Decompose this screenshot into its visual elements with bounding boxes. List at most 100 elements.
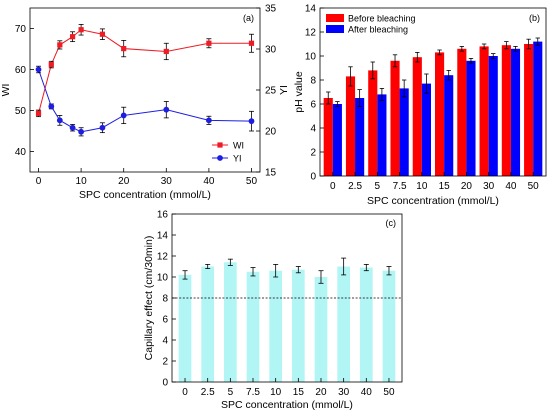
data-point-wi bbox=[248, 40, 255, 46]
bar-after bbox=[533, 41, 543, 176]
bar-capillary bbox=[178, 274, 192, 382]
y-axis-label-c: Capillary effect (cm/30min) bbox=[143, 236, 155, 361]
bar-capillary bbox=[201, 266, 215, 382]
y-tick-label-c: 10 bbox=[157, 273, 169, 284]
plot-frame-c bbox=[171, 213, 403, 383]
legend-label-after: After bleaching bbox=[348, 25, 408, 35]
x-tick-label-c: 10 bbox=[270, 387, 282, 398]
data-point-wi bbox=[163, 48, 169, 55]
data-point-wi bbox=[69, 34, 76, 40]
bar-after bbox=[466, 60, 476, 176]
data-point-wi bbox=[121, 45, 127, 52]
x-tick-label-b: 10 bbox=[416, 181, 428, 192]
x-tick-label-c: 5 bbox=[228, 387, 234, 398]
y-axis-label-b: pH value bbox=[293, 71, 305, 113]
x-tick-label-b: 15 bbox=[439, 181, 451, 192]
data-point-yi bbox=[205, 117, 212, 124]
bar-after bbox=[421, 83, 431, 176]
bar-before bbox=[457, 48, 467, 176]
data-point-wi bbox=[99, 31, 106, 37]
data-point-wi bbox=[206, 40, 212, 46]
data-point-yi bbox=[120, 112, 127, 119]
bar-capillary bbox=[314, 277, 328, 382]
y-tick-label-c: 2 bbox=[162, 357, 168, 368]
y-tick-label-left-a: 50 bbox=[15, 106, 27, 117]
y-tick-label-b: 6 bbox=[310, 100, 316, 111]
data-point-wi bbox=[48, 61, 54, 68]
bar-capillary bbox=[382, 270, 396, 382]
x-tick-label-b: 7.5 bbox=[393, 181, 407, 192]
bar-before bbox=[345, 76, 356, 176]
y-tick-label-right-a: 15 bbox=[265, 168, 277, 179]
bar-capillary bbox=[337, 266, 350, 382]
panel-c: 0 2 4 6 8 10 12 14 16 0 2.5 5 7.5 10 15 20 30 40 50 (c) SP… bbox=[143, 210, 403, 411]
x-axis-label-a: SPC concentration (mmol/L) bbox=[79, 189, 211, 201]
x-tick-label-a: 20 bbox=[118, 176, 130, 187]
plot-frame-b bbox=[319, 7, 547, 177]
x-tick-label-b: 0 bbox=[330, 181, 336, 192]
bar-capillary bbox=[224, 262, 237, 382]
data-point-wi bbox=[35, 110, 42, 116]
bar-before bbox=[368, 70, 378, 176]
y-tick-label-c: 6 bbox=[162, 315, 168, 326]
y-tick-label-b: 14 bbox=[305, 4, 317, 15]
legend-swatch-after bbox=[326, 25, 344, 33]
y-tick-label-c: 8 bbox=[162, 294, 168, 305]
y-tick-label-left-a: 70 bbox=[15, 24, 27, 35]
y-tick-label-b: 0 bbox=[310, 172, 316, 183]
bar-after bbox=[332, 104, 342, 176]
y-tick-label-right-a: 20 bbox=[265, 127, 277, 138]
x-tick-label-b: 50 bbox=[528, 181, 540, 192]
data-point-yi bbox=[99, 124, 106, 131]
panel-label-a: (a) bbox=[243, 13, 254, 23]
legend-label-wi: WI bbox=[233, 141, 244, 151]
x-tick-label-b: 40 bbox=[505, 181, 517, 192]
panel-a: 0 10 20 30 40 50 40 50 60 70 15 20 25 30 35 (a) SPC co… bbox=[0, 4, 290, 202]
y-tick-label-c: 4 bbox=[162, 336, 168, 347]
y-tick-label-b: 12 bbox=[305, 28, 317, 39]
bar-after bbox=[377, 94, 387, 176]
y-tick-label-b: 10 bbox=[305, 52, 317, 63]
panel-b: 0 2 4 6 8 10 12 14 0 2.5 5 7.5 10 15 20 30 40 50 (b) SPC … bbox=[293, 4, 547, 207]
y-tick-label-b: 8 bbox=[310, 76, 316, 87]
legend-marker-wi bbox=[217, 142, 223, 148]
legend-label-yi: YI bbox=[233, 154, 242, 164]
data-point-yi bbox=[35, 66, 42, 73]
data-point-yi bbox=[48, 103, 55, 110]
bar-capillary bbox=[359, 267, 373, 382]
x-tick-label-a: 0 bbox=[36, 176, 42, 187]
x-tick-label-b: 20 bbox=[461, 181, 473, 192]
x-axis-label-c: SPC concentration (mmol/L) bbox=[221, 399, 353, 411]
x-tick-label-c: 50 bbox=[383, 387, 395, 398]
y-axis-label-left-a: WI bbox=[0, 84, 12, 97]
bar-before bbox=[412, 57, 422, 177]
y-tick-label-right-a: 30 bbox=[265, 45, 277, 56]
panel-label-c: (c) bbox=[386, 218, 397, 228]
x-tick-label-b: 2.5 bbox=[348, 181, 362, 192]
x-tick-label-a: 50 bbox=[246, 176, 258, 187]
data-point-yi bbox=[56, 117, 63, 124]
legend-marker-yi bbox=[217, 155, 223, 161]
y-tick-label-right-a: 25 bbox=[265, 86, 277, 97]
x-axis-label-b: SPC concentration (mmol/L) bbox=[367, 195, 499, 207]
panel-label-b: (b) bbox=[529, 13, 540, 23]
bar-capillary bbox=[291, 269, 305, 382]
y-tick-label-c: 16 bbox=[157, 210, 169, 221]
x-tick-label-a: 40 bbox=[203, 176, 215, 187]
x-tick-label-c: 2.5 bbox=[201, 387, 215, 398]
bar-after bbox=[355, 98, 365, 176]
data-point-yi bbox=[78, 128, 85, 135]
y-tick-label-c: 12 bbox=[157, 252, 169, 263]
legend-a: WI YI bbox=[212, 141, 244, 164]
y-tick-label-b: 4 bbox=[310, 124, 316, 135]
x-tick-label-c: 30 bbox=[338, 387, 350, 398]
series-line-yi bbox=[38, 69, 252, 133]
legend-swatch-before bbox=[326, 14, 344, 22]
bar-before bbox=[435, 52, 445, 176]
plot-frame-a bbox=[29, 7, 261, 173]
series-line-wi bbox=[38, 29, 252, 114]
x-tick-label-c: 40 bbox=[361, 387, 373, 398]
x-tick-label-b: 30 bbox=[483, 181, 495, 192]
